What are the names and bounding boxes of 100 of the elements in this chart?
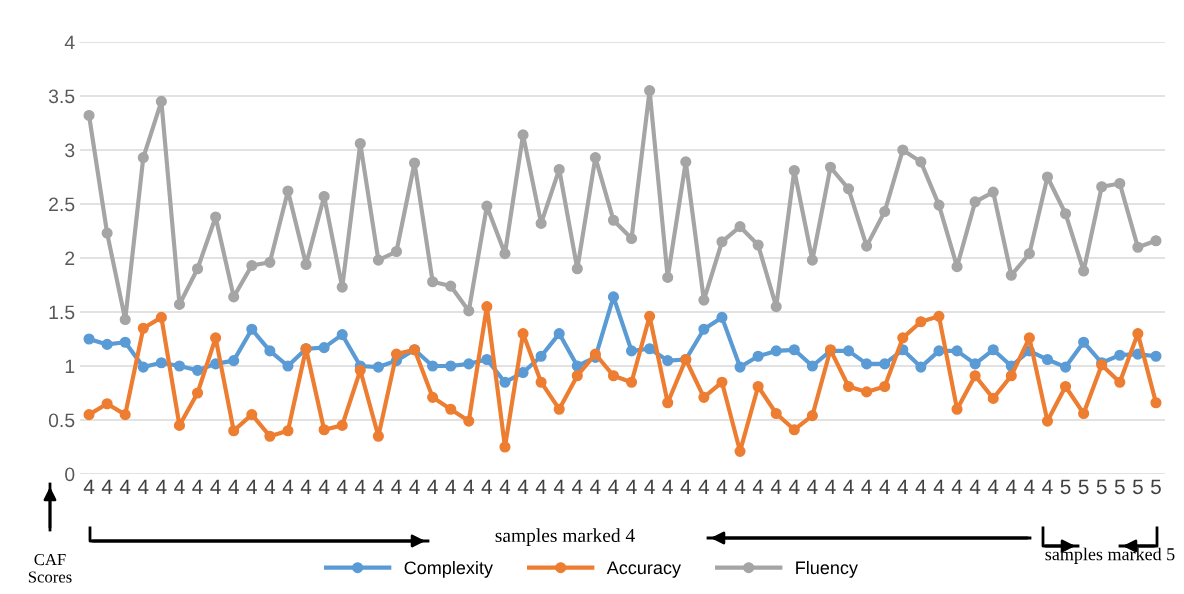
x-tick-label: 4 xyxy=(264,479,276,494)
point xyxy=(1132,241,1144,253)
point xyxy=(644,310,656,322)
point xyxy=(788,344,800,356)
point xyxy=(390,245,403,258)
point xyxy=(445,403,457,415)
x-tick-label: 4 xyxy=(83,479,95,494)
point xyxy=(571,370,583,382)
x-tick-label: 4 xyxy=(210,479,221,494)
point xyxy=(155,357,167,369)
point xyxy=(644,85,656,97)
point xyxy=(951,403,963,415)
point xyxy=(770,345,782,357)
point xyxy=(987,186,999,198)
y-tick-label: 4 xyxy=(64,35,75,50)
x-tick-label: 4 xyxy=(553,479,565,494)
point xyxy=(336,281,348,293)
point xyxy=(137,152,149,164)
point xyxy=(354,364,366,376)
x-tick-label: 4 xyxy=(499,479,511,494)
point xyxy=(318,342,330,354)
point xyxy=(191,364,204,376)
point xyxy=(1005,269,1017,281)
point xyxy=(101,227,113,239)
point xyxy=(698,294,710,306)
point xyxy=(770,301,782,313)
x-tick-label: 4 xyxy=(1024,479,1035,494)
text: samples marked 4 xyxy=(495,528,635,546)
point xyxy=(264,345,276,357)
point xyxy=(933,345,945,357)
point xyxy=(607,370,620,382)
x-tick-label: 4 xyxy=(427,479,438,494)
point xyxy=(842,345,855,357)
y-tick-label: 1 xyxy=(65,359,75,374)
y-tick-label: 3 xyxy=(65,143,75,158)
point xyxy=(1059,361,1072,373)
x-tick-label: 4 xyxy=(445,479,456,494)
point xyxy=(897,332,909,344)
x-tick-label: 4 xyxy=(662,479,673,494)
point xyxy=(571,263,583,275)
x-tick-label: 4 xyxy=(228,479,239,494)
x-tick-label: 4 xyxy=(825,479,836,494)
point xyxy=(336,419,348,431)
x-tick-label: 4 xyxy=(698,479,710,494)
x-tick-label: 4 xyxy=(716,479,728,494)
point xyxy=(1078,265,1090,277)
point xyxy=(625,376,638,388)
point xyxy=(481,353,493,366)
x-tick-label: 4 xyxy=(590,479,601,494)
point xyxy=(752,380,764,393)
point xyxy=(119,314,131,326)
point xyxy=(155,95,167,107)
point xyxy=(716,311,728,323)
point xyxy=(119,409,131,421)
point xyxy=(1078,336,1090,348)
x-tick-label: 4 xyxy=(1042,479,1053,494)
x-tick-label: 5 xyxy=(1151,479,1161,495)
point xyxy=(861,358,873,370)
x-tick-label: 4 xyxy=(969,479,981,494)
point xyxy=(318,424,330,436)
x-tick-label: 4 xyxy=(1005,479,1017,494)
x-tick-label: 4 xyxy=(246,479,257,494)
text: CAF Scores xyxy=(28,553,72,583)
point xyxy=(173,419,186,431)
y-tick-label: 2.5 xyxy=(49,197,75,212)
point xyxy=(969,370,981,382)
point xyxy=(372,361,384,373)
point xyxy=(879,206,891,218)
point xyxy=(210,211,222,223)
x-tick-label: 4 xyxy=(481,479,493,494)
y-tick-label: 2 xyxy=(65,251,75,266)
point xyxy=(427,276,439,288)
point xyxy=(951,345,963,357)
point xyxy=(752,350,764,362)
point xyxy=(1041,171,1054,183)
x-tick-label: 4 xyxy=(752,479,764,494)
point xyxy=(463,305,475,317)
point xyxy=(625,345,638,357)
point xyxy=(336,329,348,341)
point xyxy=(734,361,746,373)
point xyxy=(1023,248,1035,260)
point xyxy=(173,298,186,310)
point xyxy=(716,376,728,388)
x-tick-label: 4 xyxy=(644,479,655,494)
x-tick-label: 5 xyxy=(1096,479,1107,495)
point xyxy=(752,239,764,251)
point xyxy=(264,256,276,268)
point xyxy=(517,129,529,141)
point xyxy=(463,358,475,370)
point xyxy=(1059,380,1072,393)
x-tick-label: 4 xyxy=(463,479,474,494)
point xyxy=(83,409,95,421)
x-tick-label: 4 xyxy=(933,479,945,494)
point xyxy=(842,183,855,195)
point xyxy=(806,254,818,266)
point xyxy=(427,391,439,403)
x-tick-label: 4 xyxy=(137,479,149,494)
point xyxy=(282,185,294,197)
point xyxy=(915,361,927,373)
point xyxy=(625,233,638,245)
